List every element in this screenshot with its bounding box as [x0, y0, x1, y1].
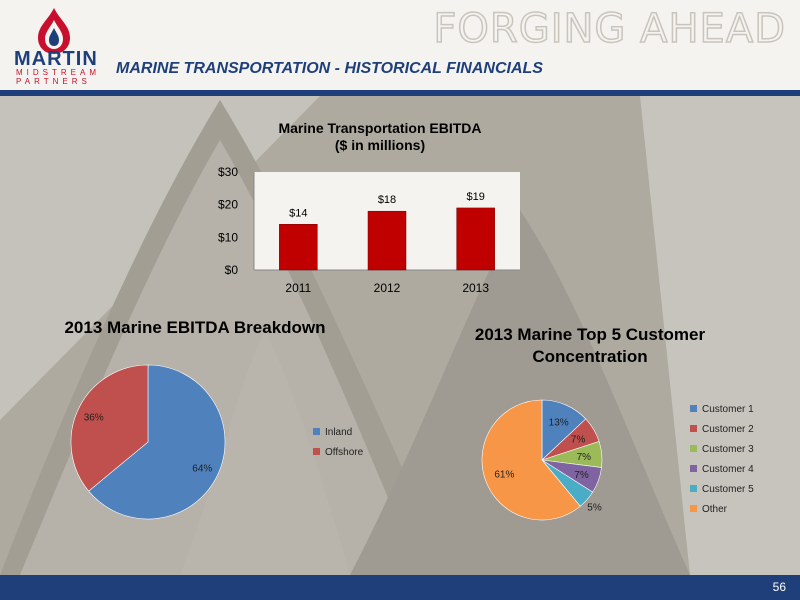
x-tick-label: 2013	[462, 281, 489, 295]
breakdown-pie-title: 2013 Marine EBITDA Breakdown	[64, 318, 326, 337]
customers-legend-swatch	[690, 425, 697, 432]
customers-legend-label: Customer 4	[702, 464, 754, 475]
breakdown-legend-swatch	[313, 448, 320, 455]
customers-legend-swatch	[690, 465, 697, 472]
bar-2012	[367, 210, 407, 271]
y-tick-label: $20	[218, 198, 238, 212]
logo-name: MARTIN	[14, 48, 98, 70]
customers-legend-label: Customer 2	[702, 424, 754, 435]
ebitda-chart-title-line1: Marine Transportation EBITDA	[278, 120, 482, 136]
header-rule	[0, 90, 800, 96]
x-tick-label: 2012	[374, 281, 401, 295]
customers-legend-label: Customer 3	[702, 444, 754, 455]
page-number: 56	[772, 580, 786, 594]
customer-pie-title: 2013 Marine Top 5 Customer Concentration	[474, 325, 706, 366]
bar-data-label: $19	[466, 191, 484, 203]
customers-data-label: 7%	[574, 470, 589, 481]
martin-flame-logo	[38, 8, 70, 54]
customers-data-label: 7%	[577, 452, 592, 463]
tagline: FORGING AHEAD	[433, 5, 786, 53]
breakdown-data-label: 36%	[84, 412, 104, 423]
y-tick-label: $10	[218, 230, 238, 244]
customers-legend-label: Other	[702, 504, 728, 515]
customers-data-label: 61%	[494, 470, 514, 481]
breakdown-legend-label: Inland	[325, 427, 352, 438]
page-title: MARINE TRANSPORTATION - HISTORICAL FINAN…	[116, 60, 543, 77]
breakdown-legend-label: Offshore	[325, 447, 364, 458]
ebitda-chart-title: Marine Transportation EBITDA ($ in milli…	[250, 120, 510, 154]
ebitda-chart-title-line2: ($ in millions)	[334, 137, 426, 153]
bar-data-label: $18	[378, 194, 396, 206]
customers-legend-label: Customer 1	[702, 404, 754, 415]
customers-slice-other	[481, 399, 581, 521]
breakdown-slice-offshore	[70, 364, 149, 492]
bar-2011	[279, 224, 318, 271]
customers-legend-swatch	[690, 485, 697, 492]
ebitda-bar-chart: $0 $10 $20 $30 $14 2011 $18 2012 $19 2013	[218, 165, 520, 295]
customers-legend-swatch	[690, 445, 697, 452]
x-tick-label: 2011	[285, 281, 311, 295]
customers-data-label: 5%	[587, 502, 602, 513]
bar-2013	[456, 207, 495, 271]
bar-data-label: $14	[289, 207, 307, 219]
customers-data-label: 13%	[549, 417, 569, 428]
breakdown-data-label: 64%	[192, 464, 212, 475]
breakdown-legend-swatch	[313, 428, 320, 435]
customers-data-label: 7%	[571, 435, 586, 446]
customers-legend-swatch	[690, 405, 697, 412]
header-band	[0, 0, 800, 96]
breakdown-slice-inland	[88, 364, 226, 520]
customers-legend-label: Customer 5	[702, 484, 754, 495]
logo-subtitle-midstream: MIDSTREAM	[16, 68, 100, 77]
customers-legend-swatch	[690, 505, 697, 512]
logo-subtitle-partners: PARTNERS	[16, 77, 91, 86]
y-tick-label: $0	[225, 263, 239, 277]
y-tick-label: $30	[218, 165, 238, 179]
footer-band	[0, 575, 800, 600]
breakdown-pie-chart: 64% 36% Inland Offshore	[70, 364, 364, 520]
